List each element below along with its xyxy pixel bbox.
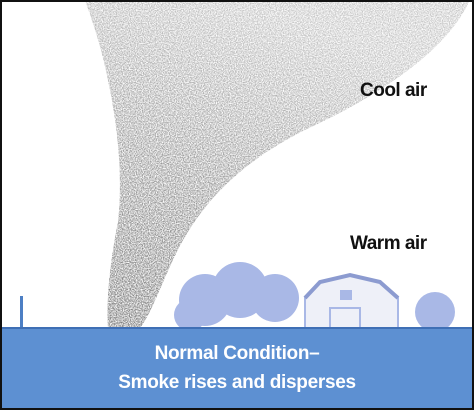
barn-roof <box>303 272 400 300</box>
cool-air-label: Cool air <box>360 80 428 101</box>
tree <box>174 299 206 331</box>
tree <box>251 274 299 322</box>
caption-line: Normal Condition– <box>155 343 320 364</box>
warm-air-label: Warm air <box>350 233 428 254</box>
caption-band <box>0 328 474 410</box>
barn-window <box>340 290 352 300</box>
smoke-plume <box>85 0 470 328</box>
barn <box>303 272 400 329</box>
caption-line: Smoke rises and disperses <box>118 372 356 393</box>
post <box>20 296 23 328</box>
tree <box>415 292 455 332</box>
trees <box>174 262 455 332</box>
